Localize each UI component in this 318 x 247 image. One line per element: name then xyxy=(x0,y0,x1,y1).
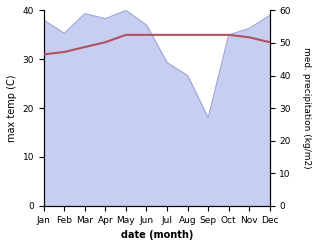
Y-axis label: max temp (C): max temp (C) xyxy=(7,74,17,142)
Y-axis label: med. precipitation (kg/m2): med. precipitation (kg/m2) xyxy=(302,47,311,169)
X-axis label: date (month): date (month) xyxy=(121,230,193,240)
